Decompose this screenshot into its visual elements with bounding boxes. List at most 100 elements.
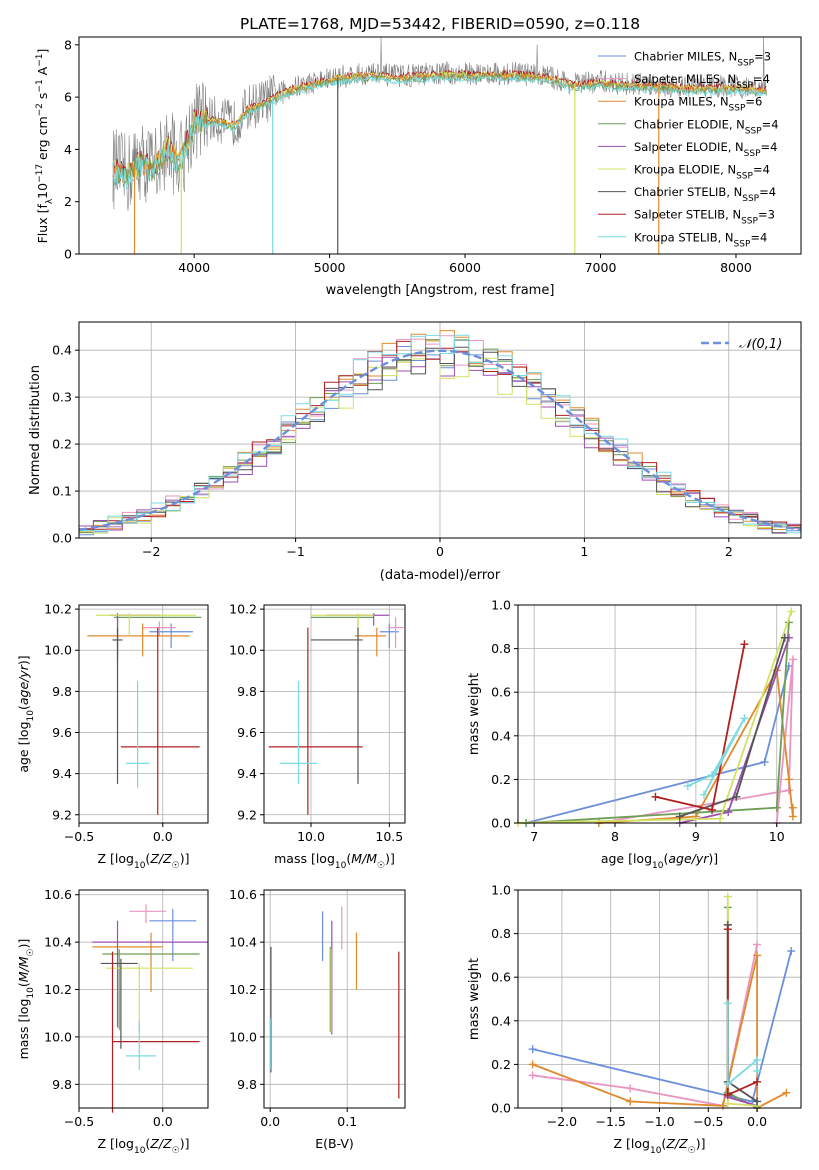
data-point bbox=[788, 803, 797, 812]
residuals-plot bbox=[78, 330, 802, 536]
tick-label-y: 10.2 bbox=[229, 982, 257, 997]
tick-label-x: 10.5 bbox=[375, 829, 403, 844]
data-point bbox=[528, 1045, 537, 1054]
errorbar-kroupa_stelib bbox=[279, 681, 318, 784]
tick-label-x: 0.0 bbox=[260, 1114, 280, 1129]
x-axis-label: E(B-V) bbox=[315, 1136, 354, 1151]
tick-label-y: 10.0 bbox=[44, 643, 72, 658]
normal-reference-curve bbox=[78, 349, 802, 531]
residuals-frame-group: −2 −1 0 1 2 0.0 0.1 0.2 0.3 0.4 𝒩(0,1) (data-model)… bbox=[28, 321, 802, 583]
tick-label-x: −1 bbox=[286, 544, 304, 559]
tick-label-x: 8000 bbox=[720, 260, 752, 275]
tick-label-y: 0.6 bbox=[491, 685, 511, 700]
tick-label-y: 9.8 bbox=[52, 1077, 72, 1092]
age-vs-mass-axes bbox=[264, 605, 405, 823]
model-spectrum-kroupa_stelib bbox=[112, 74, 767, 192]
spectrum-frame bbox=[78, 36, 802, 255]
tick-label-x: −0.5 bbox=[693, 1114, 723, 1129]
data-point bbox=[740, 640, 749, 649]
errorbar-kroupa_miles bbox=[354, 627, 387, 657]
tick-label-y: 10.0 bbox=[229, 1029, 257, 1044]
legend-label: Chabrier STELIB, NSSP=4 bbox=[634, 185, 776, 204]
x-axis-label: Z [log10(Z/Z☉)] bbox=[614, 1136, 706, 1156]
data-point bbox=[723, 892, 732, 901]
data-point bbox=[723, 925, 732, 934]
tick-label-x: −1.0 bbox=[644, 1114, 674, 1129]
tick-label-y: 9.6 bbox=[237, 725, 257, 740]
data-point bbox=[760, 757, 769, 766]
data-point bbox=[782, 1088, 791, 1097]
data-point bbox=[753, 951, 762, 960]
mass-vs-EBV-plot bbox=[269, 906, 400, 1099]
legend-label: Chabrier ELODIE, NSSP=4 bbox=[634, 117, 779, 136]
errorbar-salpeter_miles bbox=[129, 904, 167, 924]
tick-label-y: 0.2 bbox=[491, 1057, 511, 1072]
data-point bbox=[528, 1060, 537, 1069]
data-point bbox=[753, 1066, 762, 1075]
age-vs-Z-frame bbox=[78, 604, 209, 824]
tick-label-x: 0.0 bbox=[153, 1114, 173, 1129]
data-point bbox=[683, 781, 692, 790]
data-point bbox=[699, 790, 708, 799]
mass-weight-vs-age-frame-group: 7 8 9 10 0.0 0.2 0.4 0.6 0.8 1.0 age [log10(age/yr… bbox=[467, 598, 802, 871]
tick-label-y: 1.0 bbox=[491, 598, 511, 613]
tick-label-x: 6000 bbox=[449, 260, 481, 275]
series-line-chabrier_miles bbox=[525, 665, 790, 824]
tick-label-y: 0.2 bbox=[491, 772, 511, 787]
x-axis-label: (data-model)/error bbox=[380, 568, 501, 583]
x-axis-label: Z [log10(Z/Z☉)] bbox=[98, 851, 190, 871]
tick-label-x: 5000 bbox=[314, 260, 346, 275]
tick-label-y: 0.6 bbox=[491, 970, 511, 985]
age-vs-Z-frame-group: −0.5 0.0 9.2 9.4 9.6 9.8 10.0 10.2 Z [log10(Z/Z☉… bbox=[16, 602, 209, 871]
legend-label: 𝒩(0,1) bbox=[739, 337, 782, 352]
mass-weight-vs-age-axes bbox=[518, 604, 801, 824]
errorbar-salpeter_stelib bbox=[120, 627, 200, 815]
tick-label-x: 0 bbox=[436, 544, 444, 559]
tick-label-x: 7000 bbox=[585, 260, 617, 275]
tick-label-x: −0.5 bbox=[64, 1114, 94, 1129]
tick-label-y: 8 bbox=[64, 37, 72, 52]
y-axis-label: age [log10(age/yr)] bbox=[16, 655, 36, 772]
series-line-salpeter_miles bbox=[532, 944, 758, 1107]
tick-label-x: 0.0 bbox=[153, 829, 173, 844]
data-point bbox=[716, 814, 725, 823]
x-axis-label: Z [log10(Z/Z☉)] bbox=[98, 1136, 190, 1156]
data-point bbox=[723, 1080, 732, 1089]
tick-label-y: 0.1 bbox=[52, 484, 72, 499]
legend-label: Kroupa STELIB, NSSP=4 bbox=[634, 230, 767, 249]
errorbar-chabrier_elodie bbox=[311, 615, 374, 630]
legend-label: Salpeter ELODIE, NSSP=4 bbox=[634, 140, 777, 159]
errorbar-salpeter_elodie bbox=[92, 920, 208, 1028]
tick-label-y: 0.0 bbox=[52, 531, 72, 546]
tick-label-x: 10 bbox=[769, 829, 785, 844]
series-line-kroupa_stelib bbox=[687, 717, 746, 796]
y-axis-label: mass [log10(M/M☉)] bbox=[16, 939, 36, 1060]
age-vs-Z-plot bbox=[87, 613, 202, 815]
data-point bbox=[753, 1056, 762, 1065]
errorbar-kroupa_stelib bbox=[125, 681, 150, 789]
errorbar-chabrier_stelib bbox=[112, 627, 123, 784]
y-axis-label: mass weight bbox=[467, 673, 482, 755]
data-point bbox=[753, 1097, 762, 1106]
data-point bbox=[753, 1077, 762, 1086]
legend: Chabrier MILES, NSSP=3 Salpeter MILES, NS… bbox=[598, 50, 779, 249]
tick-label-x: 8 bbox=[611, 829, 619, 844]
tick-label-y: 10.4 bbox=[229, 935, 257, 950]
chart-title: PLATE=1768, MJD=53442, FIBERID=0590, z=0… bbox=[240, 15, 640, 33]
tick-label-y: 10.6 bbox=[229, 887, 257, 902]
tick-label-x: 2 bbox=[725, 544, 733, 559]
tick-label-y: 0.0 bbox=[491, 1101, 511, 1116]
tick-label-y: 10.2 bbox=[44, 982, 72, 997]
mass-vs-Z-plot bbox=[92, 904, 208, 1113]
age-vs-Z-axes bbox=[78, 605, 208, 823]
data-point bbox=[626, 1097, 635, 1106]
data-point bbox=[724, 808, 733, 817]
errorbar-salpeter_stelib bbox=[111, 951, 200, 1113]
x-axis-label: mass [log10(M/M☉)] bbox=[274, 851, 395, 871]
tick-label-x: −2.0 bbox=[547, 1114, 577, 1129]
tick-label-y: 10.0 bbox=[229, 643, 257, 658]
data-point bbox=[675, 812, 684, 821]
tick-label-y: 6 bbox=[64, 90, 72, 105]
data-point bbox=[784, 775, 793, 784]
data-point bbox=[772, 803, 781, 812]
